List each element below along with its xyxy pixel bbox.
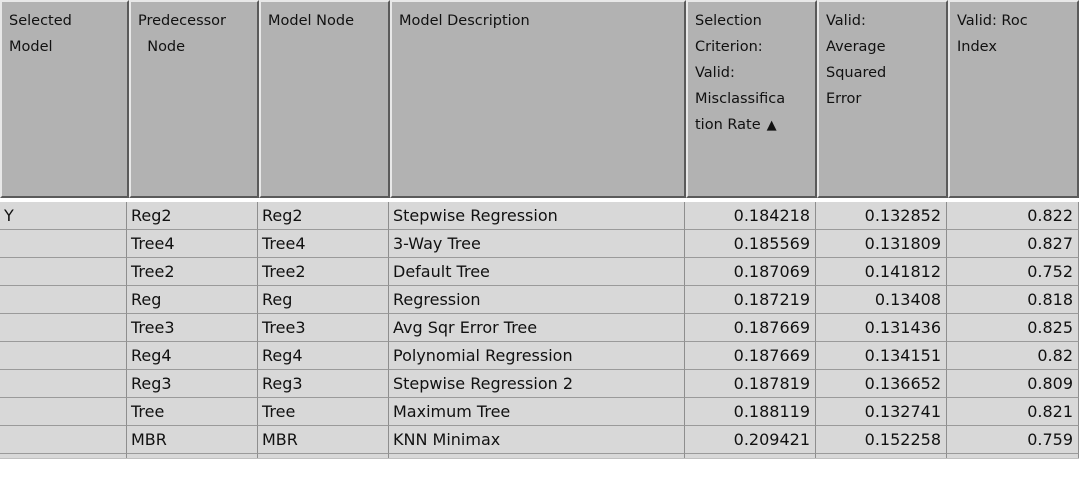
- cell-average-squared-error: 0.136652: [816, 370, 947, 398]
- cell-predecessor-node: Reg2: [127, 202, 258, 230]
- table-row[interactable]: Reg3 Reg3 Stepwise Regression 2 0.187819…: [0, 370, 1079, 398]
- cell-selected-model: [0, 314, 127, 342]
- cell-predecessor-node: Tree3: [127, 314, 258, 342]
- column-header-label-text: Selection Criterion: Valid: Misclassific…: [695, 13, 786, 133]
- column-header-label: Predecessor Node: [138, 13, 227, 55]
- column-header-label: Selected Model: [9, 13, 72, 55]
- cell-predecessor-node: Reg: [127, 286, 258, 314]
- cell-selected-model: [0, 286, 127, 314]
- cell-model-description: Stepwise Regression: [389, 202, 685, 230]
- cell-predecessor-node: MBR: [127, 426, 258, 454]
- cell-average-squared-error: 0.131436: [816, 314, 947, 342]
- cell-selected-model: [0, 258, 127, 286]
- sort-ascending-icon: ▲: [766, 118, 777, 133]
- table-row[interactable]: Tree3 Tree3 Avg Sqr Error Tree 0.187669 …: [0, 314, 1079, 342]
- cell-misclassification-rate: 0.187219: [685, 286, 816, 314]
- cell-model-description: Polynomial Regression: [389, 342, 685, 370]
- cell-misclassification-rate: 0.187669: [685, 342, 816, 370]
- cell-model-node: Reg4: [258, 342, 389, 370]
- cell-predecessor-node: Tree: [127, 398, 258, 426]
- cell-model-node: Tree2: [258, 258, 389, 286]
- cell-average-squared-error: 0.132741: [816, 398, 947, 426]
- cell-roc-index: 0.759: [947, 426, 1079, 454]
- table-row[interactable]: Tree Tree Maximum Tree 0.188119 0.132741…: [0, 398, 1079, 426]
- cell-predecessor-node: Tree4: [127, 230, 258, 258]
- cell-misclassification-rate: 0.187669: [685, 314, 816, 342]
- cell-average-squared-error: 0.152258: [816, 426, 947, 454]
- cell-average-squared-error: 0.134151: [816, 342, 947, 370]
- column-header-predecessor-node[interactable]: Predecessor Node: [129, 0, 259, 198]
- cell-model-description: KNN Minimax: [389, 426, 685, 454]
- cell-selected-model: [0, 230, 127, 258]
- cell-roc-index: 0.827: [947, 230, 1079, 258]
- table-row[interactable]: Tree4 Tree4 3-Way Tree 0.185569 0.131809…: [0, 230, 1079, 258]
- cell-model-description: 3-Way Tree: [389, 230, 685, 258]
- cell-model-description: Stepwise Regression 2: [389, 370, 685, 398]
- table-header: Selected Model Predecessor Node Model No…: [0, 0, 1079, 200]
- cell-predecessor-node: Tree2: [127, 258, 258, 286]
- cell-selected-model: [0, 342, 127, 370]
- cell-model-node: Reg: [258, 286, 389, 314]
- cell-average-squared-error: 0.13408: [816, 286, 947, 314]
- column-header-label: Model Description: [399, 13, 530, 29]
- cell-model-description: Default Tree: [389, 258, 685, 286]
- cell-misclassification-rate: 0.185569: [685, 230, 816, 258]
- column-header-model-description[interactable]: Model Description: [390, 0, 686, 198]
- cell-roc-index: 0.818: [947, 286, 1079, 314]
- cell-model-node: MBR: [258, 426, 389, 454]
- column-header-misclassification-rate[interactable]: Selection Criterion: Valid: Misclassific…: [686, 0, 817, 198]
- cell-average-squared-error: 0.141812: [816, 258, 947, 286]
- cell-model-node: Reg3: [258, 370, 389, 398]
- cell-roc-index: 0.821: [947, 398, 1079, 426]
- cell-misclassification-rate: 0.187069: [685, 258, 816, 286]
- cell-selected-model: Y: [0, 202, 127, 230]
- cell-model-node: Tree4: [258, 230, 389, 258]
- cell-average-squared-error: 0.132852: [816, 202, 947, 230]
- cell-misclassification-rate: 0.187819: [685, 370, 816, 398]
- cell-model-node: Reg2: [258, 202, 389, 230]
- cell-misclassification-rate: 0.184218: [685, 202, 816, 230]
- column-header-label: Valid: Roc Index: [957, 13, 1028, 55]
- table-row[interactable]: Reg4 Reg4 Polynomial Regression 0.187669…: [0, 342, 1079, 370]
- cell-model-description: Maximum Tree: [389, 398, 685, 426]
- column-header-label: Selection Criterion: Valid: Misclassific…: [695, 8, 809, 139]
- cell-model-node: Tree3: [258, 314, 389, 342]
- cell-selected-model: [0, 370, 127, 398]
- cell-misclassification-rate: 0.209421: [685, 426, 816, 454]
- cell-roc-index: 0.822: [947, 202, 1079, 230]
- cell-misclassification-rate: 0.188119: [685, 398, 816, 426]
- cell-roc-index: 0.825: [947, 314, 1079, 342]
- table-row[interactable]: Y Reg2 Reg2 Stepwise Regression 0.184218…: [0, 202, 1079, 230]
- cell-average-squared-error: 0.131809: [816, 230, 947, 258]
- column-header-model-node[interactable]: Model Node: [259, 0, 390, 198]
- column-header-selected-model[interactable]: Selected Model: [0, 0, 129, 198]
- column-header-label: Model Node: [268, 13, 354, 29]
- cell-model-description: Avg Sqr Error Tree: [389, 314, 685, 342]
- cell-predecessor-node: Reg4: [127, 342, 258, 370]
- cell-predecessor-node: Reg3: [127, 370, 258, 398]
- column-header-roc-index[interactable]: Valid: Roc Index: [948, 0, 1079, 198]
- cell-model-node: Tree: [258, 398, 389, 426]
- table-body: Y Reg2 Reg2 Stepwise Regression 0.184218…: [0, 202, 1079, 482]
- cell-model-description: Regression: [389, 286, 685, 314]
- column-header-average-squared-error[interactable]: Valid: Average Squared Error: [817, 0, 948, 198]
- cell-roc-index: 0.809: [947, 370, 1079, 398]
- table-row[interactable]: Reg Reg Regression 0.187219 0.13408 0.81…: [0, 286, 1079, 314]
- column-header-label: Valid: Average Squared Error: [826, 13, 887, 107]
- cell-selected-model: [0, 398, 127, 426]
- cell-selected-model: [0, 426, 127, 454]
- table-row[interactable]: Tree2 Tree2 Default Tree 0.187069 0.1418…: [0, 258, 1079, 286]
- cell-roc-index: 0.752: [947, 258, 1079, 286]
- empty-table-area: [0, 458, 1079, 487]
- cell-roc-index: 0.82: [947, 342, 1079, 370]
- table-row[interactable]: MBR MBR KNN Minimax 0.209421 0.152258 0.…: [0, 426, 1079, 454]
